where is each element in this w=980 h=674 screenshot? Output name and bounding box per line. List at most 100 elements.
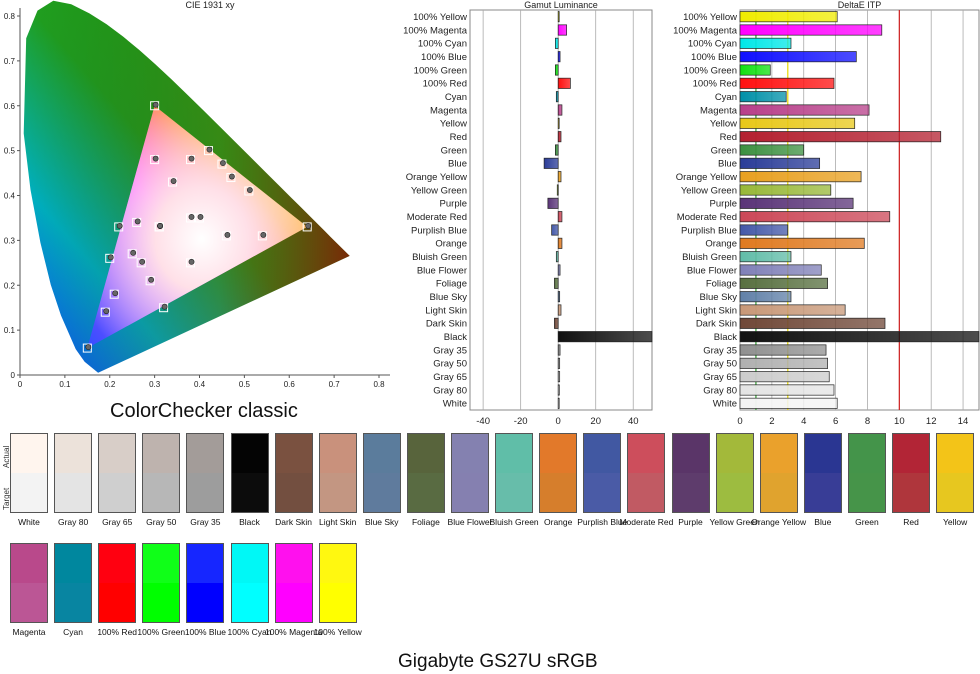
- measured-point: [305, 223, 312, 229]
- actual-color: [275, 434, 312, 473]
- category-label: 100% Cyan: [418, 39, 467, 50]
- bar: [557, 291, 561, 303]
- target-square: [127, 249, 137, 259]
- bar: [739, 331, 980, 343]
- category-label: Blue Sky: [700, 292, 738, 303]
- color-swatch: [847, 433, 886, 513]
- color-swatch: [671, 433, 710, 513]
- target-square: [154, 222, 164, 232]
- bar: [739, 37, 792, 49]
- actual-color: [187, 434, 224, 473]
- actual-color: [716, 434, 753, 473]
- target-color: [804, 473, 841, 512]
- srgb-gamut-whitepoint: [87, 105, 308, 349]
- cie-y-tick-label: 0: [11, 371, 16, 380]
- bar: [739, 224, 789, 236]
- actual-color: [143, 544, 180, 583]
- target-color: [55, 473, 92, 512]
- color-swatch: [892, 433, 930, 513]
- x-tick-label: 14: [958, 416, 969, 427]
- target-square: [186, 155, 196, 165]
- x-tick-label: -20: [514, 416, 528, 427]
- bar: [557, 384, 560, 396]
- category-label: White: [713, 399, 737, 410]
- bar: [739, 344, 827, 356]
- x-tick-label: 10: [894, 416, 905, 427]
- category-label: Dark Skin: [696, 319, 737, 330]
- measured-point: [220, 160, 226, 166]
- figure-label: ColorChecker classic: [110, 400, 298, 422]
- target-color: [275, 583, 312, 622]
- swatch-label: Gray 35: [190, 517, 221, 527]
- target-square: [150, 155, 160, 165]
- bar: [557, 211, 563, 223]
- swatch-label: 100% Blue: [184, 627, 226, 637]
- x-tick-label: -40: [476, 416, 490, 427]
- swatch-label: 100% Green: [137, 627, 186, 637]
- target-color: [937, 473, 974, 512]
- target-square: [145, 276, 155, 286]
- actual-color: [452, 434, 488, 473]
- swatch-label: Orange Yellow: [751, 517, 807, 527]
- color-swatch: [274, 433, 313, 513]
- target-square: [244, 186, 254, 196]
- measured-point: [224, 231, 231, 238]
- category-label: Orange Yellow: [676, 172, 737, 183]
- category-label: Foliage: [706, 279, 737, 290]
- category-label: Blue Flower: [687, 265, 737, 276]
- cie-x-tick-label: 0.3: [149, 380, 161, 389]
- bar: [557, 237, 563, 249]
- target-color: [319, 473, 356, 512]
- actual-color: [540, 434, 577, 473]
- measured-point: [134, 218, 141, 225]
- target-color: [848, 473, 885, 512]
- target-color: [11, 473, 47, 512]
- actual-color: [99, 544, 136, 583]
- category-label: 100% Green: [414, 65, 467, 76]
- bar: [543, 157, 559, 169]
- target-color: [143, 473, 180, 512]
- category-label: Moderate Red: [407, 212, 467, 223]
- category-label: Purplish Blue: [411, 225, 467, 236]
- chart-title: DeltaE ITP: [838, 0, 882, 10]
- category-label: White: [443, 399, 467, 410]
- color-swatch: [142, 543, 181, 623]
- bar: [557, 51, 561, 63]
- actual-color: [628, 434, 665, 473]
- category-label: Blue: [718, 159, 737, 170]
- category-label: Purplish Blue: [681, 225, 737, 236]
- bar: [739, 304, 846, 316]
- bar: [557, 344, 561, 356]
- bar: [739, 291, 792, 303]
- color-swatch: [583, 433, 622, 513]
- swatch-label: Blue Flower: [447, 517, 493, 527]
- bar: [555, 251, 559, 263]
- bar: [555, 37, 559, 49]
- cie-y-tick-label: 0.3: [4, 236, 16, 245]
- category-label: Orange: [435, 239, 467, 250]
- bottom-label: Gigabyte GS27U sRGB: [398, 651, 598, 672]
- target-color: [584, 473, 621, 512]
- swatch-label: Bluish Green: [489, 517, 539, 527]
- category-label: Magenta: [430, 105, 468, 116]
- swatch-label: Yellow Green: [709, 517, 760, 527]
- cie-y-tick-label: 0.1: [4, 326, 16, 335]
- cie-x-tick-label: 0: [18, 380, 23, 389]
- bar: [739, 24, 883, 36]
- measured-point: [116, 223, 123, 229]
- x-tick-label: 0: [737, 416, 742, 427]
- bar: [555, 144, 559, 156]
- x-tick-label: 20: [590, 416, 601, 427]
- bar: [739, 144, 805, 156]
- color-swatch: [186, 543, 225, 623]
- measured-point: [246, 187, 253, 193]
- bar: [557, 357, 561, 369]
- bar: [739, 384, 835, 396]
- actual-color: [187, 544, 224, 583]
- category-label: Magenta: [700, 105, 738, 116]
- actual-color: [11, 544, 47, 583]
- swatch-label: Gray 65: [102, 517, 133, 527]
- color-swatch: [318, 543, 357, 623]
- color-swatch: [539, 433, 578, 513]
- bar: [554, 317, 559, 329]
